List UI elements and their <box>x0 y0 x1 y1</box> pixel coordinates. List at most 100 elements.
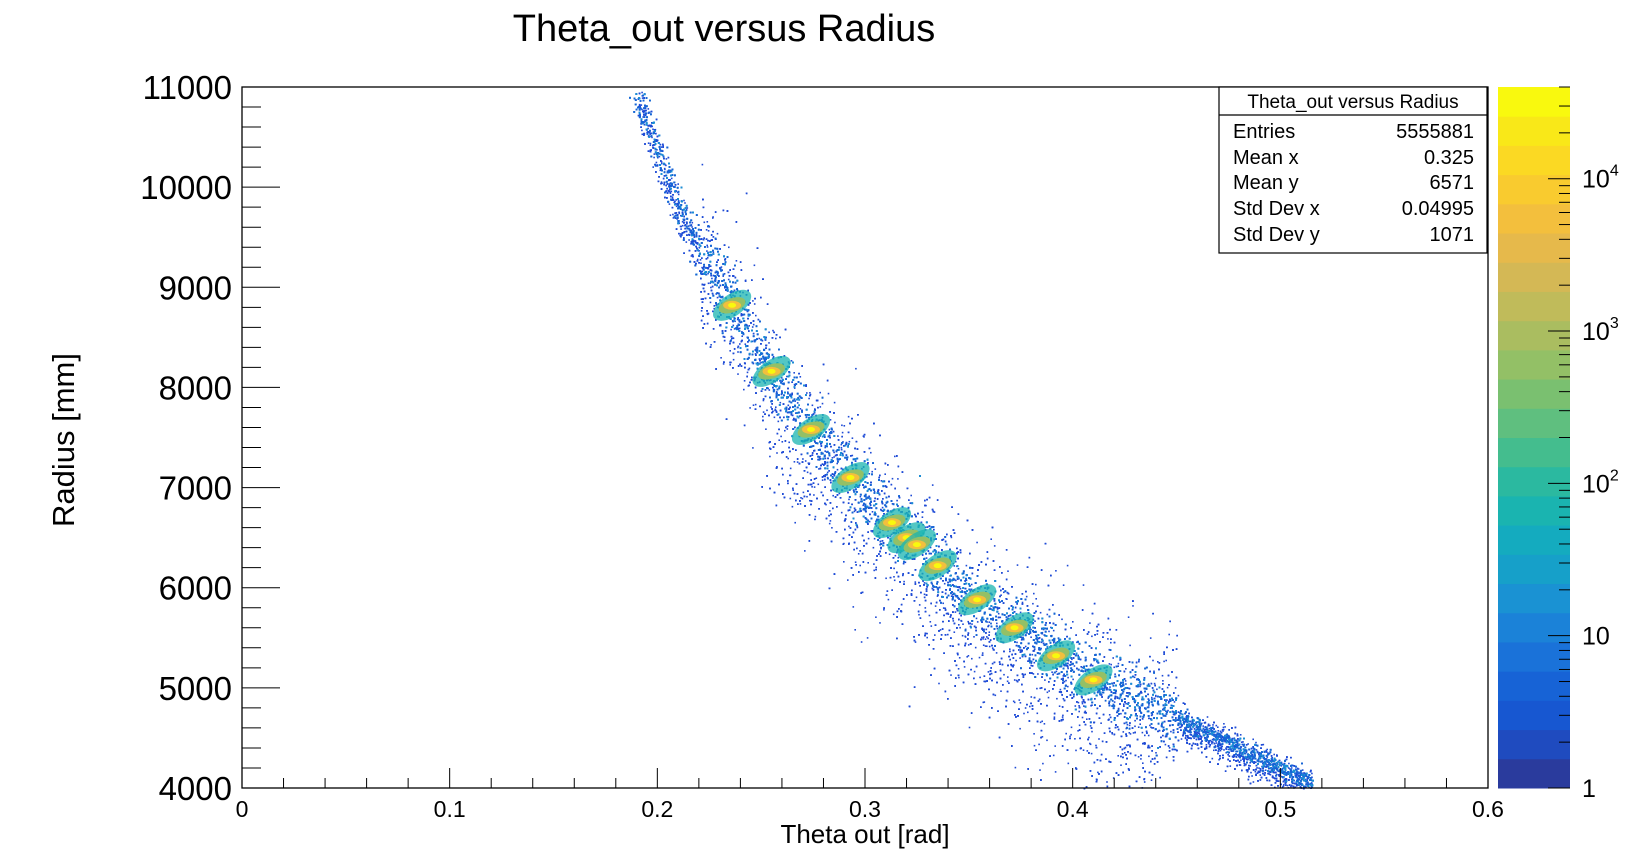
density-point <box>1229 765 1232 767</box>
density-point <box>652 166 654 168</box>
density-point <box>1134 719 1136 722</box>
density-point <box>836 462 838 465</box>
density-point <box>1075 749 1077 752</box>
density-point <box>1268 767 1270 770</box>
density-point <box>875 616 877 618</box>
density-point <box>1167 702 1170 704</box>
density-point <box>953 565 956 567</box>
density-point <box>1189 733 1192 736</box>
density-point <box>1286 784 1289 787</box>
density-point <box>752 323 755 326</box>
density-point <box>676 202 679 205</box>
density-point <box>1055 570 1057 572</box>
density-point <box>984 638 987 640</box>
density-point <box>1052 754 1055 757</box>
density-point <box>678 222 680 225</box>
density-point <box>1137 756 1140 758</box>
density-point <box>973 636 975 638</box>
density-point <box>924 526 927 529</box>
density-point <box>723 273 726 275</box>
density-point <box>915 596 918 599</box>
density-point <box>1278 770 1281 773</box>
density-point <box>779 401 782 404</box>
density-point <box>729 364 731 366</box>
density-point <box>825 503 827 506</box>
density-point <box>965 564 968 567</box>
density-point <box>746 371 749 374</box>
density-point <box>768 331 770 334</box>
density-point <box>1283 783 1285 786</box>
density-point <box>1084 670 1087 672</box>
density-point <box>1015 659 1017 662</box>
density-point <box>1259 774 1262 776</box>
density-point <box>1040 647 1042 650</box>
density-point <box>1243 762 1245 764</box>
density-point <box>1125 702 1127 705</box>
density-point <box>1061 618 1063 621</box>
density-point <box>1024 673 1026 676</box>
density-point <box>1280 765 1283 767</box>
density-point <box>1048 630 1050 633</box>
density-point <box>679 233 682 235</box>
density-point <box>659 169 662 172</box>
density-point <box>1086 718 1088 720</box>
density-point <box>706 246 709 248</box>
density-point <box>1100 722 1102 724</box>
density-point <box>1223 723 1225 725</box>
density-point <box>1066 564 1069 567</box>
density-point <box>994 694 997 697</box>
density-point <box>727 278 730 281</box>
density-point <box>827 392 830 395</box>
density-point <box>1007 676 1009 678</box>
density-point <box>1249 765 1251 767</box>
density-point <box>640 104 643 106</box>
density-point <box>790 360 793 362</box>
density-point <box>1211 757 1214 760</box>
density-point <box>1281 776 1283 778</box>
density-point <box>1265 749 1267 752</box>
density-point <box>1142 762 1144 764</box>
density-point <box>655 140 657 142</box>
density-point <box>1119 670 1122 672</box>
density-point <box>1042 628 1045 631</box>
density-point <box>789 497 792 500</box>
density-point <box>1033 744 1036 747</box>
density-point <box>780 435 782 438</box>
density-point <box>679 234 681 237</box>
density-point <box>1146 706 1149 709</box>
density-point <box>1196 743 1199 745</box>
density-point <box>716 232 719 235</box>
density-point <box>990 538 992 540</box>
density-point <box>1148 704 1150 706</box>
density-point <box>933 511 936 513</box>
density-point <box>1042 762 1044 765</box>
density-point <box>819 455 821 458</box>
density-point <box>857 553 860 555</box>
density-point <box>881 501 883 504</box>
density-point <box>981 636 983 639</box>
density-point <box>1290 767 1293 769</box>
density-point <box>1180 726 1182 729</box>
density-point <box>1121 698 1123 701</box>
density-point <box>1166 686 1169 689</box>
density-point <box>953 631 956 633</box>
density-point <box>706 250 708 252</box>
density-point <box>837 435 839 437</box>
density-point <box>959 587 962 590</box>
density-point <box>866 476 868 478</box>
density-point <box>649 133 651 136</box>
density-point <box>678 212 681 215</box>
density-point <box>824 457 827 460</box>
density-point <box>986 621 988 623</box>
density-point <box>1039 769 1041 771</box>
density-point <box>703 221 706 224</box>
density-point <box>873 563 875 565</box>
density-point <box>684 202 686 204</box>
density-point <box>982 644 985 646</box>
density-point <box>751 340 754 343</box>
density-point <box>926 636 928 639</box>
density-point <box>1074 738 1076 740</box>
density-point <box>958 577 960 580</box>
density-point <box>930 625 933 627</box>
density-point <box>1133 676 1136 679</box>
